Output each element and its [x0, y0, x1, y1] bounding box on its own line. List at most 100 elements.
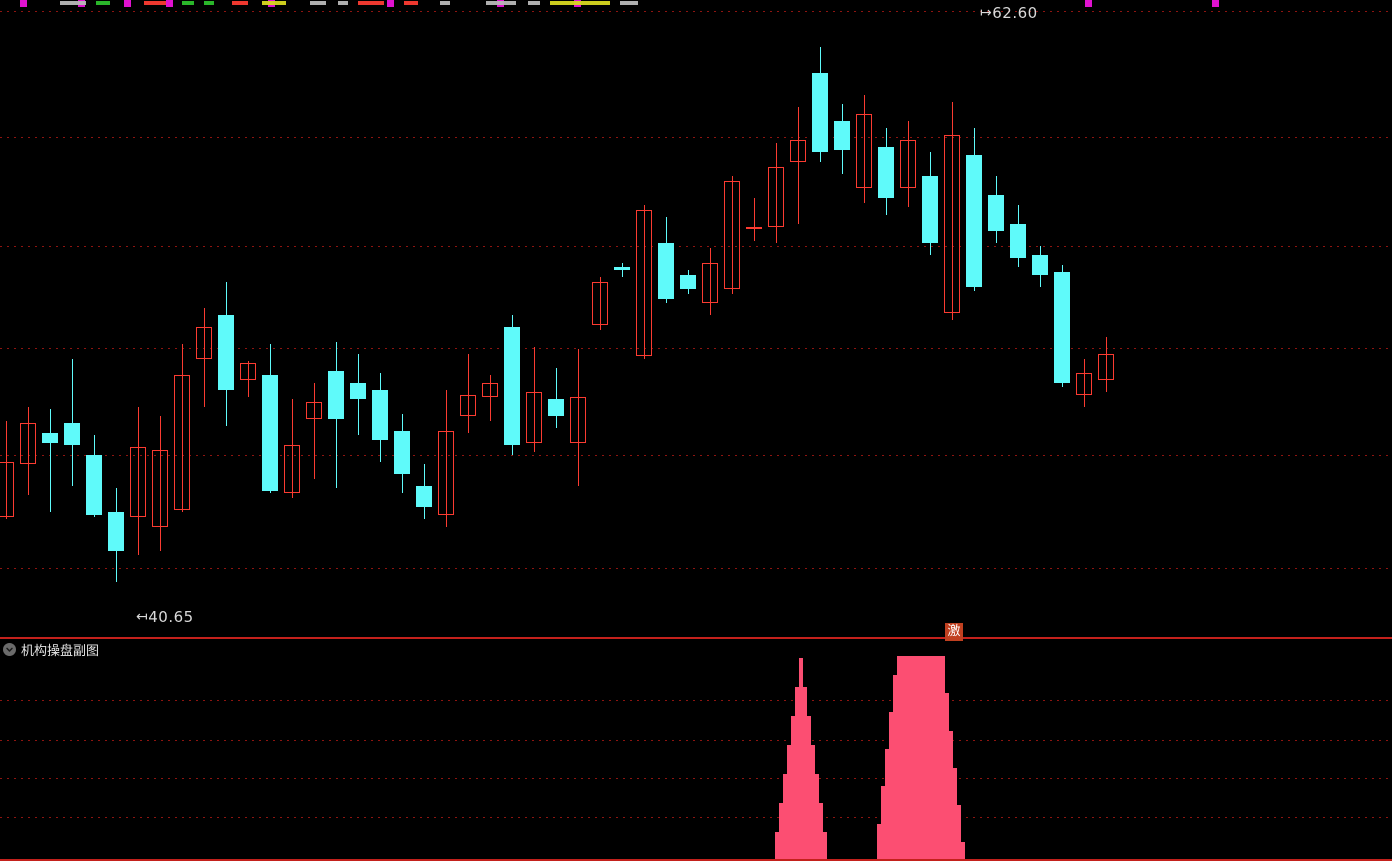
candlestick-bar[interactable] [350, 9, 366, 637]
candlestick-bar[interactable] [834, 9, 850, 637]
toolbar-text-fragment[interactable] [550, 1, 610, 5]
candle-body [702, 262, 718, 304]
candle-body [878, 147, 894, 198]
candlestick-bar[interactable] [1076, 9, 1092, 637]
candlestick-bar[interactable] [108, 9, 124, 637]
toolbar-text-fragment[interactable] [620, 1, 638, 5]
candle-wick [951, 101, 953, 321]
surge-signal-badge[interactable]: 激 [945, 623, 963, 641]
toolbar-text-fragment[interactable] [182, 1, 194, 5]
toolbar-text-fragment[interactable] [358, 1, 384, 5]
candlestick-bar[interactable] [658, 9, 674, 637]
candlestick-bar[interactable] [922, 9, 938, 637]
subchart-baseline [0, 859, 1392, 861]
main-candlestick-pane[interactable] [0, 9, 1392, 637]
toolbar-text-fragment[interactable] [338, 1, 348, 5]
candlestick-bar[interactable] [284, 9, 300, 637]
candlestick-bar[interactable] [944, 9, 960, 637]
toolbar-indicator-dot[interactable] [124, 0, 131, 7]
candlestick-bar[interactable] [548, 9, 564, 637]
histogram-bar [937, 656, 941, 861]
histogram-bar [889, 711, 893, 861]
candle-body [482, 382, 498, 397]
toolbar-text-fragment[interactable] [528, 1, 540, 5]
candlestick-bar[interactable] [702, 9, 718, 637]
candlestick-bar[interactable] [1010, 9, 1026, 637]
toolbar-text-fragment[interactable] [96, 1, 110, 5]
candle-body [218, 315, 234, 390]
candlestick-bar[interactable] [592, 9, 608, 637]
candlestick-bar[interactable] [526, 9, 542, 637]
candlestick-bar[interactable] [86, 9, 102, 637]
candlestick-bar[interactable] [966, 9, 982, 637]
gridline [0, 455, 1392, 456]
candlestick-bar[interactable] [64, 9, 80, 637]
toolbar-text-fragment[interactable] [310, 1, 326, 5]
toolbar-text-fragment[interactable] [486, 1, 516, 5]
candlestick-bar[interactable] [460, 9, 476, 637]
toolbar-text-fragment[interactable] [262, 1, 286, 5]
candle-body [680, 274, 696, 289]
candle-wick [489, 375, 491, 421]
candle-body [86, 454, 102, 515]
candlestick-bar[interactable] [812, 9, 828, 637]
candlestick-bar[interactable] [42, 9, 58, 637]
candlestick-bar[interactable] [504, 9, 520, 637]
toolbar-indicator-dot[interactable] [387, 0, 394, 7]
candlestick-bar[interactable] [614, 9, 630, 637]
toolbar-strip-cropped[interactable] [0, 0, 1392, 9]
candlestick-bar[interactable] [196, 9, 212, 637]
toolbar-text-fragment[interactable] [60, 1, 86, 5]
candlestick-bar[interactable] [636, 9, 652, 637]
candlestick-bar[interactable] [790, 9, 806, 637]
subchart-header[interactable]: 机构操盘副图 [0, 640, 99, 659]
candle-wick [49, 409, 51, 513]
candlestick-bar[interactable] [240, 9, 256, 637]
candlestick-bar[interactable] [174, 9, 190, 637]
toolbar-text-fragment[interactable] [204, 1, 214, 5]
toolbar-indicator-dot[interactable] [1212, 0, 1219, 7]
candlestick-bar[interactable] [724, 9, 740, 637]
candlestick-bar[interactable] [1098, 9, 1114, 637]
candle-body [42, 433, 58, 443]
candlestick-bar[interactable] [746, 9, 762, 637]
toolbar-indicator-dot[interactable] [20, 0, 27, 7]
candlestick-bar[interactable] [680, 9, 696, 637]
candlestick-bar[interactable] [152, 9, 168, 637]
candlestick-bar[interactable] [988, 9, 1004, 637]
candle-body [372, 389, 388, 441]
toolbar-text-fragment[interactable] [144, 1, 166, 5]
toolbar-text-fragment[interactable] [440, 1, 450, 5]
institution-subchart-pane[interactable] [0, 641, 1392, 861]
candlestick-bar[interactable] [570, 9, 586, 637]
candlestick-bar[interactable] [1032, 9, 1048, 637]
candlestick-bar[interactable] [328, 9, 344, 637]
toolbar-text-fragment[interactable] [404, 1, 418, 5]
candle-body [944, 135, 960, 313]
toolbar-text-fragment[interactable] [232, 1, 248, 5]
candlestick-bar[interactable] [900, 9, 916, 637]
candlestick-bar[interactable] [438, 9, 454, 637]
toolbar-indicator-dot[interactable] [1085, 0, 1092, 7]
candlestick-bar[interactable] [372, 9, 388, 637]
candle-wick [709, 248, 711, 316]
candlestick-bar[interactable] [482, 9, 498, 637]
candlestick-bar[interactable] [1054, 9, 1070, 637]
candlestick-bar[interactable] [20, 9, 36, 637]
histogram-bar [949, 730, 953, 861]
candlestick-bar[interactable] [0, 9, 14, 637]
toolbar-indicator-dot[interactable] [166, 0, 173, 7]
histogram-bar [913, 656, 917, 861]
candlestick-bar[interactable] [262, 9, 278, 637]
candlestick-bar[interactable] [856, 9, 872, 637]
chevron-down-circle-icon[interactable] [3, 642, 16, 656]
candlestick-bar[interactable] [218, 9, 234, 637]
candlestick-bar[interactable] [130, 9, 146, 637]
candlestick-bar[interactable] [768, 9, 784, 637]
candlestick-bar[interactable] [878, 9, 894, 637]
candle-wick [291, 399, 293, 498]
candlestick-bar[interactable] [306, 9, 322, 637]
histogram-bar [775, 832, 779, 861]
candlestick-bar[interactable] [394, 9, 410, 637]
candlestick-bar[interactable] [416, 9, 432, 637]
